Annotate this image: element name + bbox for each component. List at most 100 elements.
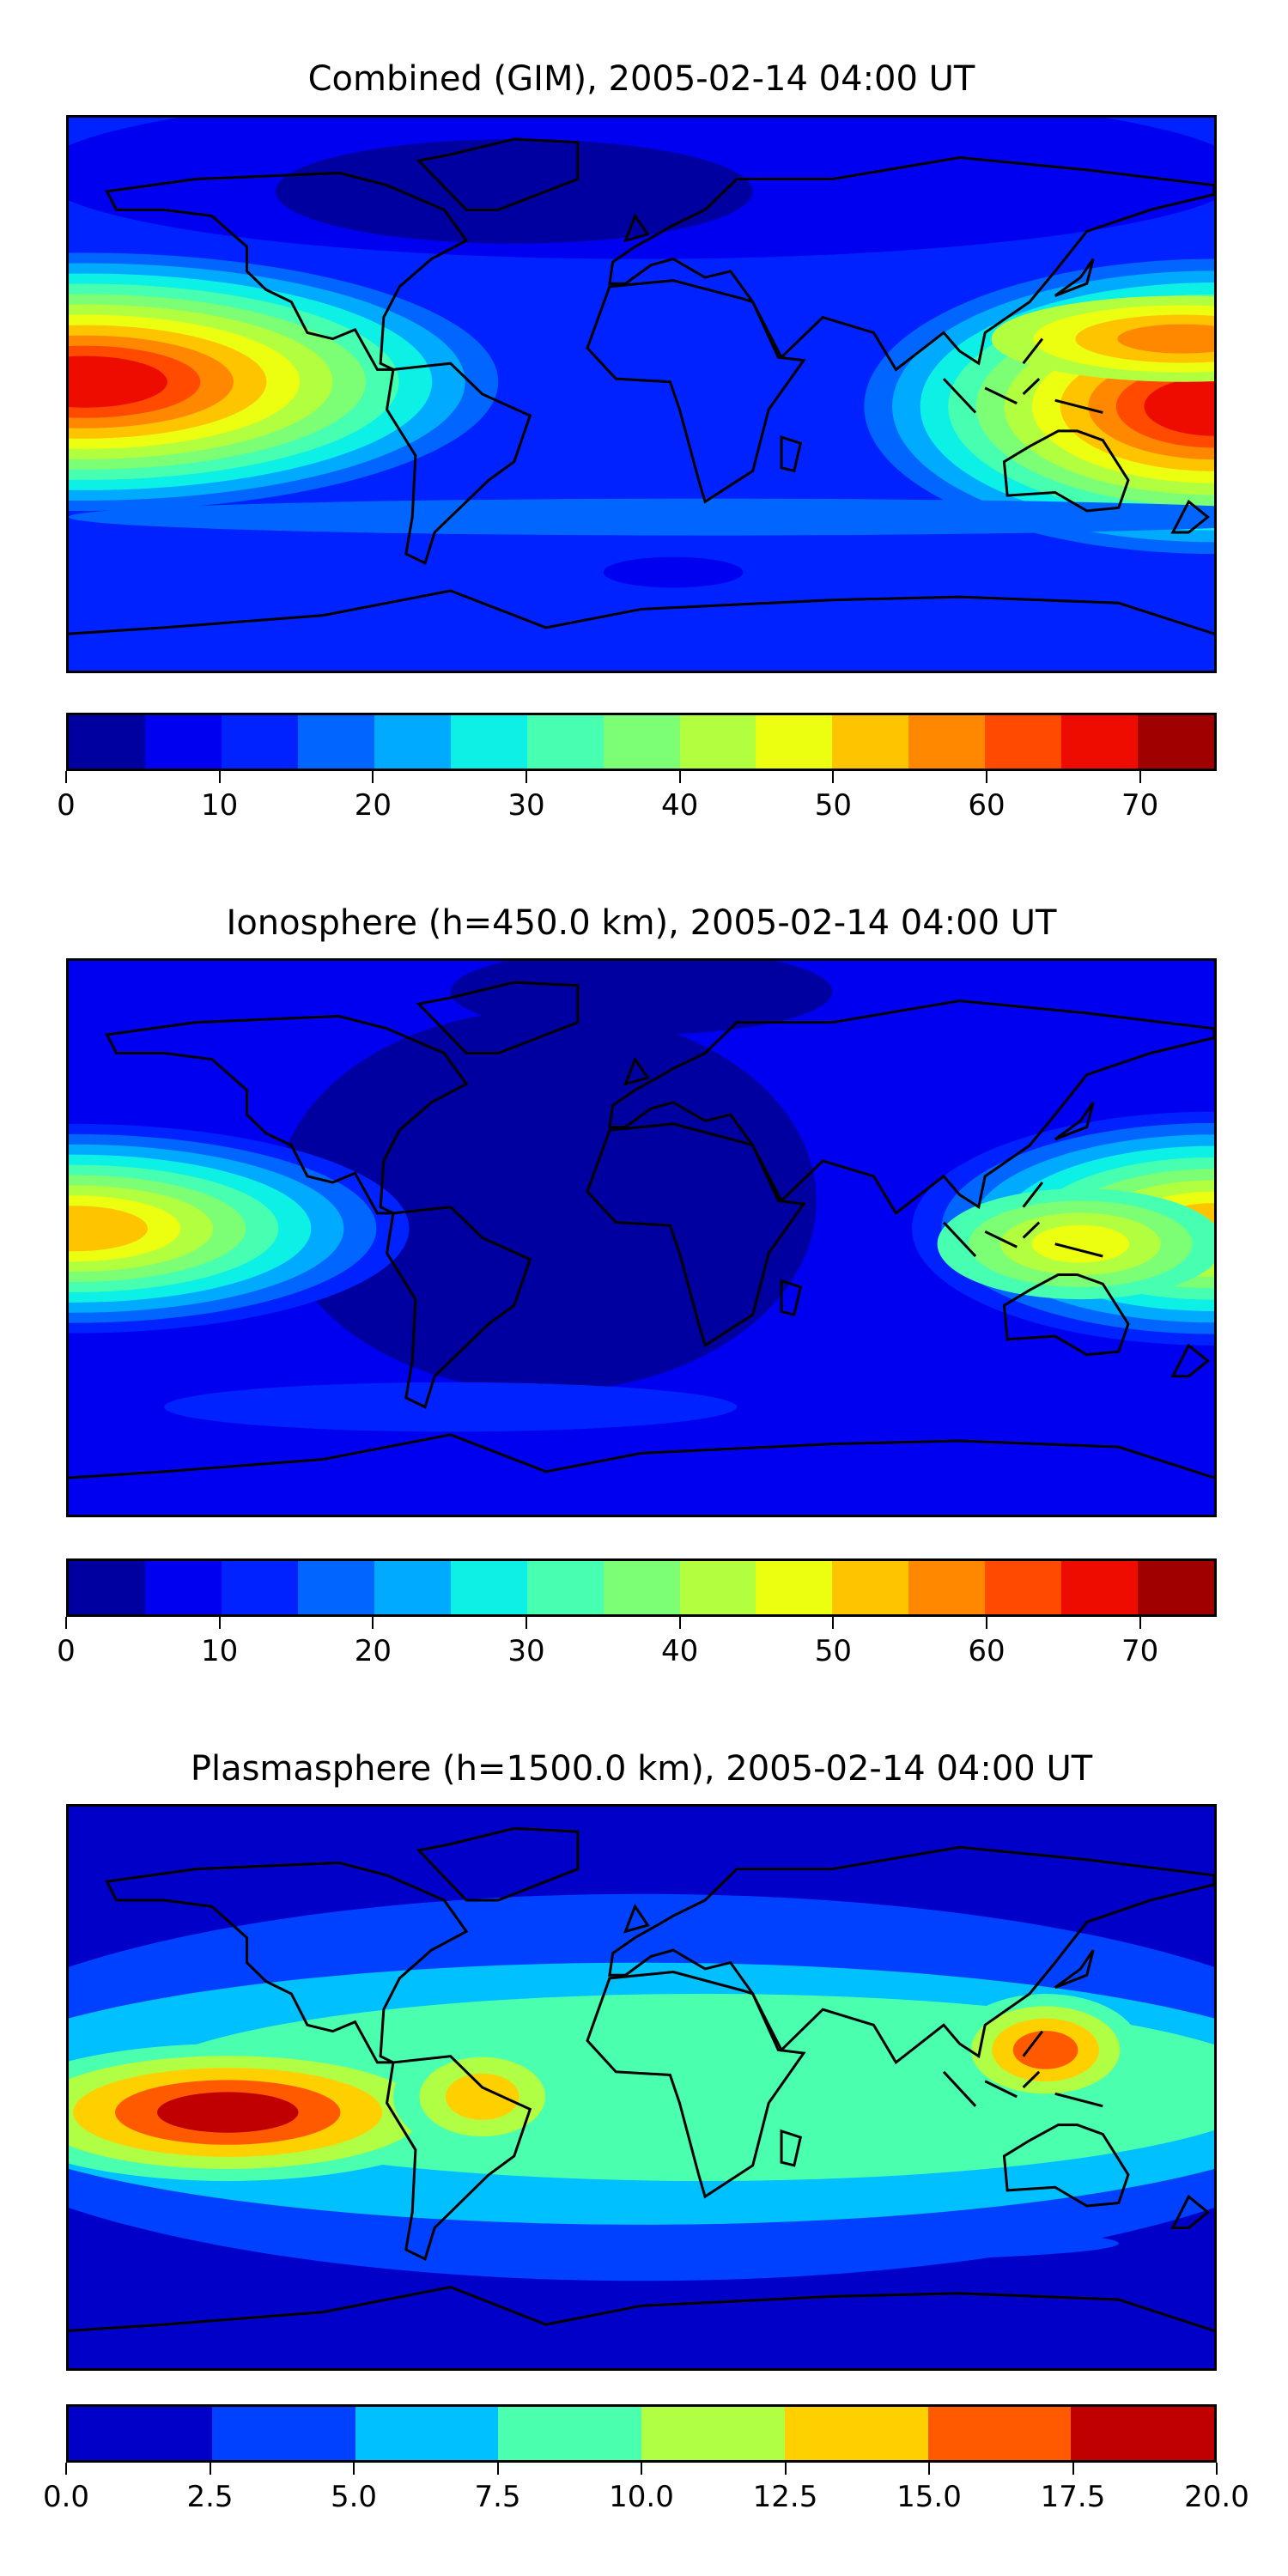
colorbar-segment <box>297 1561 374 1614</box>
contour-band <box>355 2224 1119 2263</box>
colorbar-ticks-plasmasphere: 0.0 2.5 5.0 7.5 10.0 12.5 15.0 17.5 20.0 <box>43 2463 1249 2523</box>
colorbar-tick-label: 0.0 <box>42 2480 90 2514</box>
colorbar-segment <box>297 715 374 769</box>
colorbar-segment <box>927 2407 1072 2460</box>
colorbar-tick <box>1072 2463 1074 2475</box>
coastline <box>1173 2196 1208 2227</box>
coastline <box>1055 259 1093 296</box>
contour-band <box>1144 376 1214 436</box>
contour-fills <box>69 1893 1214 2281</box>
colorbar-tick-label: 10 <box>201 788 239 823</box>
panel-title-ionosphere: Ionosphere (h=450.0 km), 2005-02-14 04:0… <box>226 903 1057 943</box>
colorbar-segment <box>211 2407 355 2460</box>
contour-band <box>1117 324 1214 354</box>
colorbar-tick-label: 7.5 <box>474 2480 521 2514</box>
colorbar-tick-label: 20 <box>354 788 392 823</box>
colorbar-tick <box>209 2463 211 2475</box>
colorbar-tick-label: 0 <box>57 788 76 823</box>
coastline <box>944 2032 1103 2106</box>
map-plasmasphere <box>66 1804 1217 2371</box>
map-combined <box>66 115 1217 673</box>
colorbar-segment <box>1138 1561 1215 1614</box>
coastline <box>387 2057 531 2259</box>
colorbar-segment <box>679 1561 756 1614</box>
coastline <box>106 173 466 369</box>
colorbar-tick <box>526 771 527 783</box>
colorbar-segment <box>603 715 680 769</box>
colorbar-tick <box>372 771 374 783</box>
colorbar-tick <box>65 2463 67 2475</box>
colorbar-segment <box>784 2407 928 2460</box>
colorbar-segment <box>526 1561 604 1614</box>
colorbar-segment <box>832 1561 909 1614</box>
colorbar-segment <box>756 1561 833 1614</box>
colorbar-segment <box>69 2407 212 2460</box>
colorbar-tick <box>678 1617 681 1629</box>
contour-fills <box>69 961 1214 1432</box>
colorbar-segment <box>908 1561 986 1614</box>
colorbar-tick <box>928 2463 930 2475</box>
colorbar-tick-label: 30 <box>507 788 545 823</box>
coastline <box>610 1847 1214 2063</box>
coastline <box>625 1906 647 1931</box>
colorbar-segment <box>1061 715 1139 769</box>
contour-band <box>275 139 753 244</box>
coastline <box>1004 1275 1128 1355</box>
colorbar-tick-label: 5.0 <box>330 2480 378 2514</box>
colorbar-segment <box>1071 2407 1214 2460</box>
colorbar-tick <box>678 771 681 783</box>
colorbar-segment <box>908 715 986 769</box>
coastline <box>944 339 1103 413</box>
colorbar-tick-label: 0 <box>57 1634 76 1668</box>
colorbar-tick-label: 10.0 <box>609 2480 674 2514</box>
colorbar-segment <box>144 1561 222 1614</box>
contour-band <box>69 498 1214 536</box>
contour-band <box>1012 2031 1078 2069</box>
coastline <box>1173 501 1208 532</box>
coastlines <box>69 982 1214 1478</box>
colorbar-tick <box>526 1617 527 1629</box>
colorbar-tick <box>65 771 67 783</box>
coastline <box>1055 1103 1093 1139</box>
colorbar-combined <box>66 713 1217 771</box>
colorbar-tick <box>1216 2463 1218 2475</box>
colorbar-tick-label: 15.0 <box>896 2480 962 2514</box>
colorbar-tick <box>986 1617 987 1629</box>
colorbar-segment <box>69 1561 145 1614</box>
contour-fills <box>69 118 1214 588</box>
colorbar-tick <box>1139 1617 1141 1629</box>
coastline <box>387 363 531 563</box>
colorbar-tick <box>372 1617 374 1629</box>
contour-band <box>1031 1224 1130 1263</box>
colorbar-ticks-combined: 0 10 20 30 40 50 60 70 <box>57 771 1217 831</box>
colorbar-tick-label: 40 <box>661 1634 699 1668</box>
colorbar-tick-label: 60 <box>968 788 1005 823</box>
coastline <box>106 1862 466 2063</box>
colorbar-segment <box>679 715 756 769</box>
colorbar-segment <box>355 2407 499 2460</box>
colorbar-tick-label: 70 <box>1121 788 1159 823</box>
colorbar-tick <box>986 771 987 783</box>
colorbar-tick <box>218 771 221 783</box>
panel-title-plasmasphere: Plasmasphere (h=1500.0 km), 2005-02-14 0… <box>190 1749 1093 1789</box>
coastline <box>1055 1950 1093 1988</box>
colorbar-plasmasphere <box>66 2404 1217 2463</box>
coastline <box>69 2287 1214 2331</box>
colorbar-tick-label: 2.5 <box>186 2480 234 2514</box>
colorbar-ticks-ionosphere: 0 10 20 30 40 50 60 70 <box>57 1617 1217 1677</box>
colorbar-tick <box>1139 771 1141 783</box>
coastline <box>419 139 578 210</box>
colorbar-tick <box>832 1617 835 1629</box>
coastline <box>587 1124 804 1346</box>
coastline <box>1173 1346 1208 1376</box>
colorbar-tick-label: 50 <box>814 788 852 823</box>
colorbar-segment <box>985 1561 1062 1614</box>
map-ionosphere <box>66 958 1217 1517</box>
colorbar-tick-label: 70 <box>1121 1634 1159 1668</box>
coastline <box>106 1017 466 1213</box>
contour-band <box>445 2073 519 2120</box>
colorbar-segment <box>144 715 222 769</box>
colorbar-segment <box>526 715 604 769</box>
colorbar-segment <box>603 1561 680 1614</box>
contour-band <box>603 556 744 588</box>
